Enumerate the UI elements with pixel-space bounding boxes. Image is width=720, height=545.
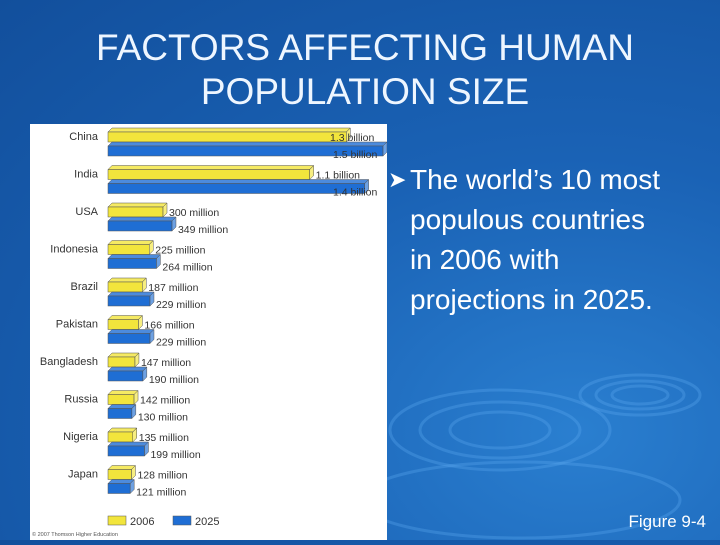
bar-2025-brazil-side xyxy=(149,291,155,307)
bar-2006-bangladesh-side xyxy=(134,352,140,368)
data-label-2025: 349 million xyxy=(178,224,228,236)
chart-panel: China 1.3 billion 1.5 billion India 1.1 bill… xyxy=(30,124,388,540)
data-label-2025: 121 million xyxy=(136,487,186,499)
population-bar-chart: China 1.3 billion 1.5 billion India 1.1 bill… xyxy=(32,127,388,538)
bar-2006-indonesia-top xyxy=(107,240,154,245)
bar-2006-pakistan-side xyxy=(138,314,143,331)
bar-2006-india-side xyxy=(309,164,314,181)
bar-2006-russia xyxy=(107,394,135,405)
bar-2025-nigeria xyxy=(107,445,145,457)
bar-2006-brazil xyxy=(107,281,143,293)
legend-swatch-2006 xyxy=(107,515,127,526)
bar-2025-indonesia xyxy=(107,258,157,269)
bar-2006-china xyxy=(107,131,347,143)
data-label-2006: 225 million xyxy=(155,245,205,257)
data-label-2025: 1.5 billion xyxy=(333,149,378,161)
bar-2006-pakistan-top xyxy=(107,315,144,320)
data-label-2006: 147 million xyxy=(141,357,191,369)
data-label-2006: 1.3 billion xyxy=(330,132,375,144)
legend-label-2025: 2025 xyxy=(195,516,219,528)
data-label-2006: 135 million xyxy=(139,432,189,444)
category-label: Russia xyxy=(64,394,99,406)
bar-2006-russia-side xyxy=(133,389,139,406)
category-label: Japan xyxy=(68,469,98,481)
bar-2025-indonesia-side xyxy=(156,253,161,270)
data-label-2006: 142 million xyxy=(140,395,190,407)
bar-2025-pakistan xyxy=(107,333,151,344)
bar-2006-japan-side xyxy=(131,464,136,481)
data-label-2025: 264 million xyxy=(162,262,212,274)
bar-2025-japan-top xyxy=(107,479,135,484)
bar-2025-russia xyxy=(107,408,133,419)
bar-2025-usa xyxy=(107,220,173,232)
bar-2006-pakistan xyxy=(107,319,139,330)
bar-2006-nigeria-top xyxy=(107,427,138,433)
bar-2006-russia-top xyxy=(107,390,139,395)
data-label-2025: 1.4 billion xyxy=(333,187,378,199)
data-label-2006: 1.1 billion xyxy=(316,170,361,182)
category-label: USA xyxy=(75,206,98,218)
figure-label: Figure 9-4 xyxy=(628,512,706,531)
bar-2006-india-top xyxy=(107,165,315,170)
bar-2006-china-top xyxy=(107,127,351,133)
bar-2025-japan-side xyxy=(129,478,135,495)
bar-2025-japan xyxy=(107,483,131,494)
data-label-2025: 130 million xyxy=(138,412,188,424)
bar-2025-russia-top xyxy=(107,404,137,409)
data-label-2006: 300 million xyxy=(169,207,219,219)
category-label: India xyxy=(74,169,99,181)
slide-title: FACTORS AFFECTING HUMAN POPULATION SIZE xyxy=(40,26,690,114)
category-label: China xyxy=(69,131,99,143)
category-label: Nigeria xyxy=(63,431,99,443)
bar-2025-usa-side xyxy=(171,216,177,232)
legend-swatch-2025 xyxy=(172,515,192,526)
bar-2006-india xyxy=(107,169,310,180)
bar-2025-usa-top xyxy=(107,216,177,222)
category-label: Pakistan xyxy=(56,319,98,331)
bar-2025-bangladesh xyxy=(107,370,144,382)
bar-2006-usa-side xyxy=(162,202,168,218)
data-label-2025: 229 million xyxy=(156,299,206,311)
bar-2025-india-side xyxy=(364,178,369,195)
bar-2006-japan-top xyxy=(107,465,137,470)
bar-2006-japan xyxy=(107,469,132,480)
title-line-2: POPULATION SIZE xyxy=(200,71,530,112)
bar-2006-bangladesh xyxy=(107,356,136,368)
legend-label-2006: 2006 xyxy=(130,516,154,528)
data-label-2006: 187 million xyxy=(148,282,198,294)
bar-2006-bangladesh-top xyxy=(107,352,140,358)
category-label: Indonesia xyxy=(50,244,99,256)
data-label-2006: 166 million xyxy=(144,320,194,332)
bar-2006-brazil-side xyxy=(142,277,147,293)
bar-2025-brazil-top xyxy=(107,291,155,297)
bar-2006-usa-top xyxy=(107,202,168,208)
bar-2006-nigeria xyxy=(107,431,133,443)
bar-2025-indonesia-top xyxy=(107,254,162,259)
bar-2025-brazil xyxy=(107,295,151,307)
bar-2006-china-side xyxy=(346,127,351,143)
data-label-2006: 128 million xyxy=(137,470,187,482)
title-line-1: FACTORS AFFECTING HUMAN xyxy=(96,27,634,68)
category-label: Brazil xyxy=(70,281,98,293)
bar-2025-nigeria-side xyxy=(144,441,149,457)
bar-2025-bangladesh-side xyxy=(142,366,148,382)
bar-2006-nigeria-side xyxy=(132,427,137,443)
bar-2006-indonesia xyxy=(107,244,150,255)
data-label-2025: 190 million xyxy=(149,374,199,386)
bullet-text: The world’s 10 most populous countries i… xyxy=(410,164,661,315)
data-label-2025: 229 million xyxy=(156,337,206,349)
bar-2025-russia-side xyxy=(131,403,137,420)
data-label-2025: 199 million xyxy=(150,449,200,461)
bar-2006-indonesia-side xyxy=(149,239,154,256)
copyright-text: © 2007 Thomson Higher Education xyxy=(32,531,118,538)
bar-2025-india xyxy=(107,183,365,194)
bar-2006-usa xyxy=(107,206,164,218)
bar-2025-pakistan-side xyxy=(149,328,155,345)
arrow-bullet-icon: ➤ xyxy=(388,167,407,192)
bar-2006-brazil-top xyxy=(107,277,147,283)
category-label: Bangladesh xyxy=(40,356,98,368)
